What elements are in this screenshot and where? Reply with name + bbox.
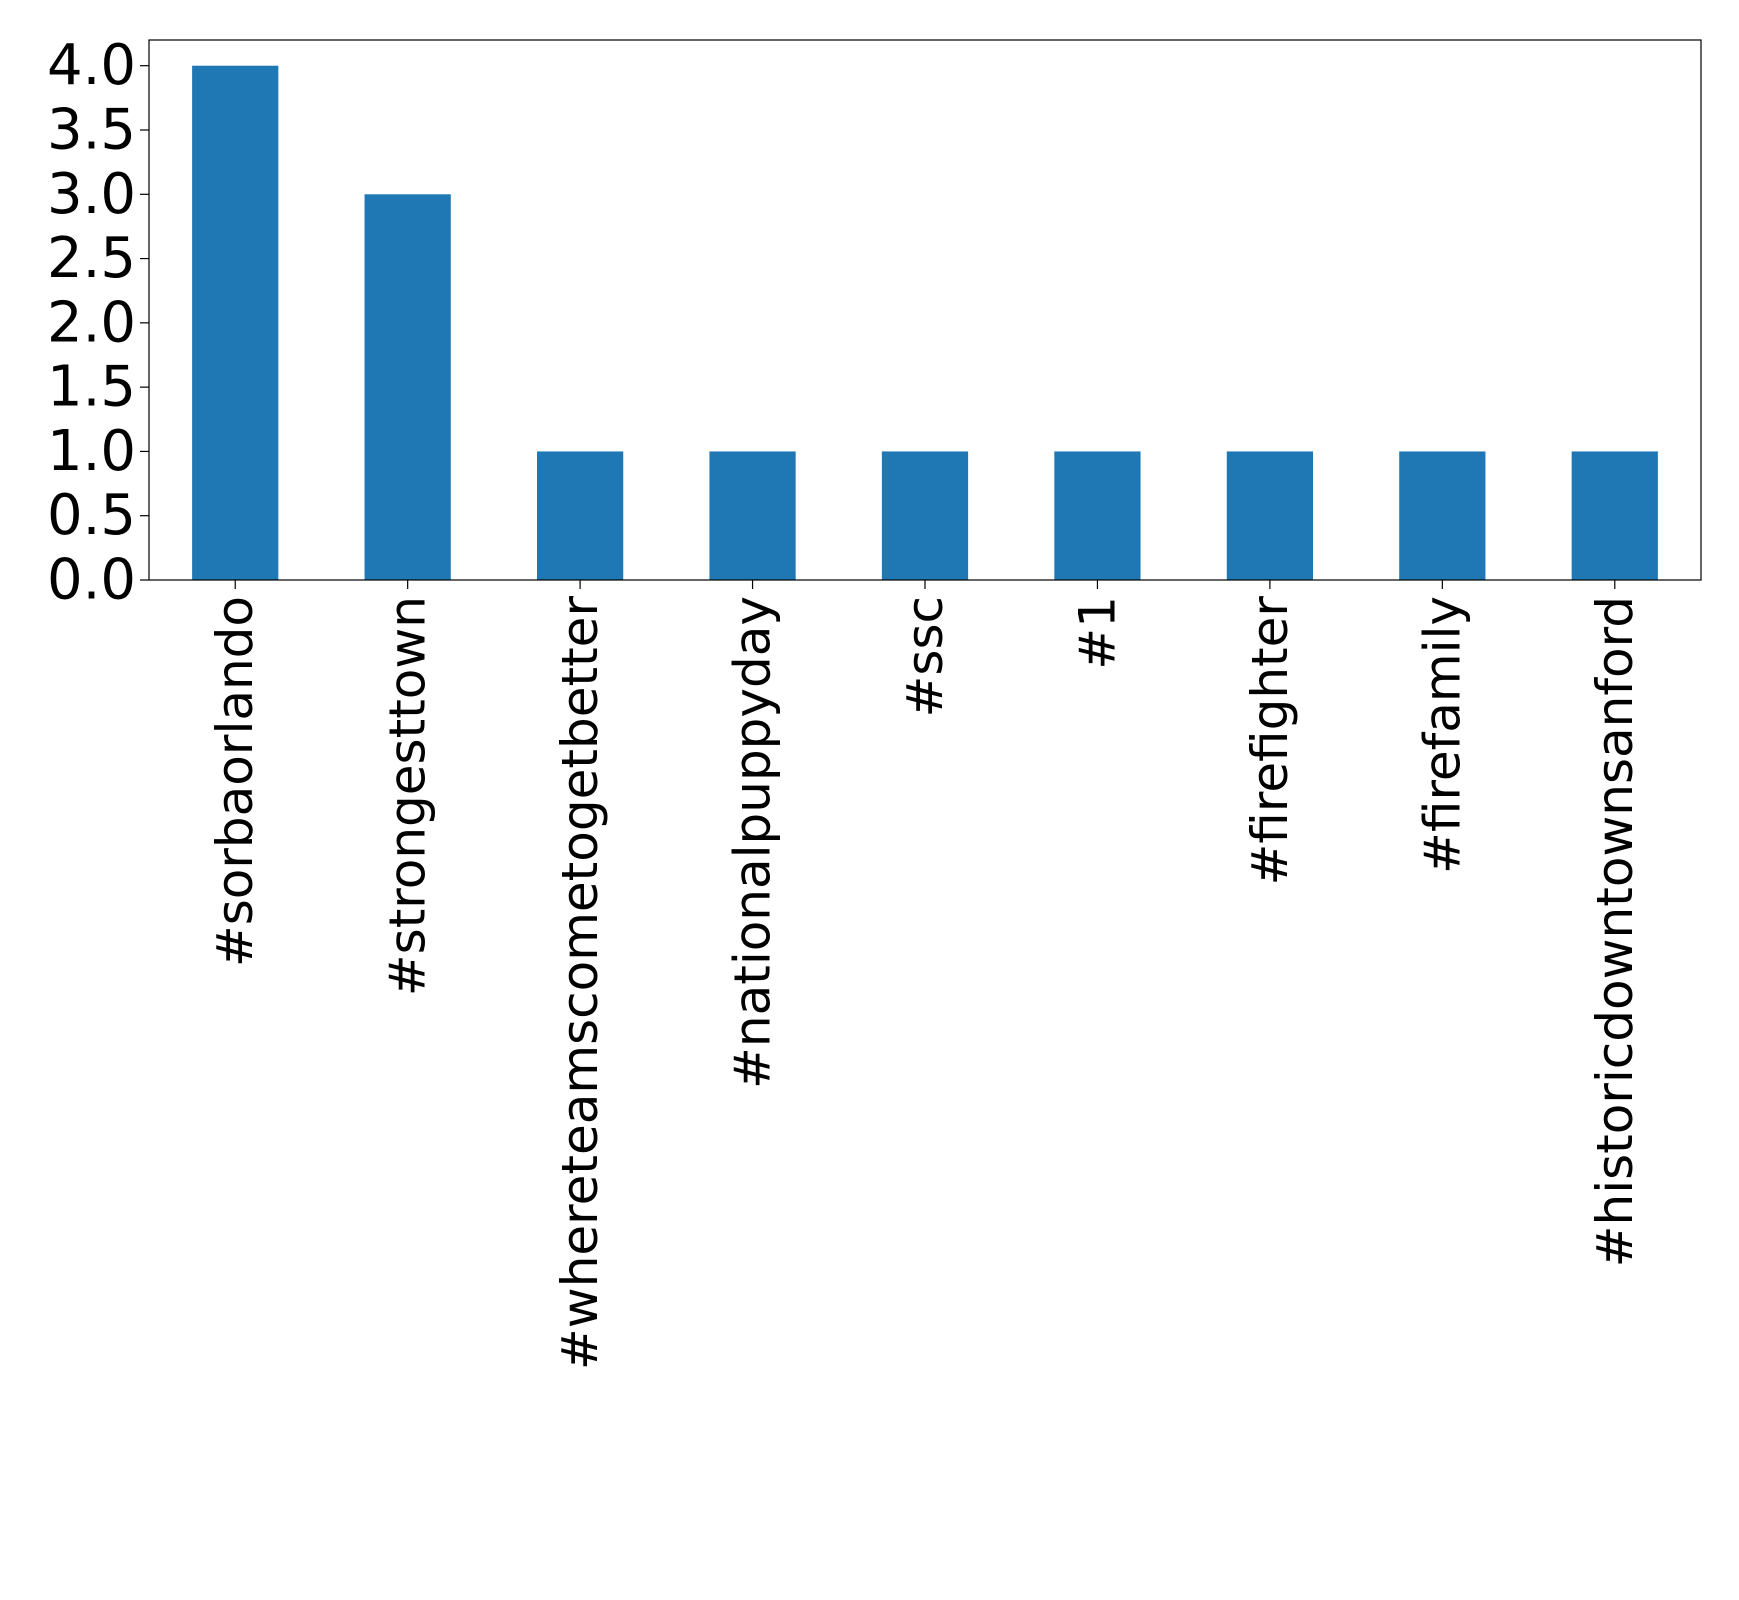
y-tick-label: 3.0 <box>47 162 136 227</box>
y-tick-label: 1.5 <box>47 355 136 420</box>
x-tick-label: #sorbaorlando <box>206 596 264 967</box>
x-tick-label: #strongesttown <box>379 596 437 996</box>
y-tick-label: 2.5 <box>47 226 136 291</box>
x-tick-label: #1 <box>1068 596 1126 670</box>
bar <box>192 65 279 580</box>
plot-frame <box>148 39 1702 581</box>
x-tick-label: #firefamily <box>1413 596 1471 874</box>
x-tick-label: #ssc <box>896 596 954 717</box>
y-tick-label: 2.0 <box>47 290 136 355</box>
x-axis: #sorbaorlando #strongesttown #whereteamsco… <box>206 580 1644 1370</box>
bar <box>1226 451 1313 580</box>
bar <box>1571 451 1658 580</box>
x-tick-label: #nationalpuppyday <box>724 596 782 1089</box>
bar <box>537 451 624 580</box>
bar <box>1399 451 1486 580</box>
x-tick-label: #whereteamscometogetbetter <box>551 596 609 1371</box>
y-tick-label: 4.0 <box>47 33 136 98</box>
y-tick-label: 0.0 <box>47 548 136 613</box>
y-tick-label: 3.5 <box>47 98 136 163</box>
bar <box>881 451 969 580</box>
y-tick-label: 1.0 <box>47 419 136 484</box>
y-tick-label: 0.5 <box>47 483 136 548</box>
bar <box>364 194 451 581</box>
bars-group <box>192 65 1658 581</box>
y-axis: 0.00.51.01.52.02.53.03.54.0 <box>47 33 149 613</box>
x-tick-label: #historicdowntownsanford <box>1586 596 1644 1267</box>
bar <box>709 451 796 580</box>
x-tick-label: #firefighter <box>1241 596 1299 886</box>
bar <box>1054 451 1141 580</box>
